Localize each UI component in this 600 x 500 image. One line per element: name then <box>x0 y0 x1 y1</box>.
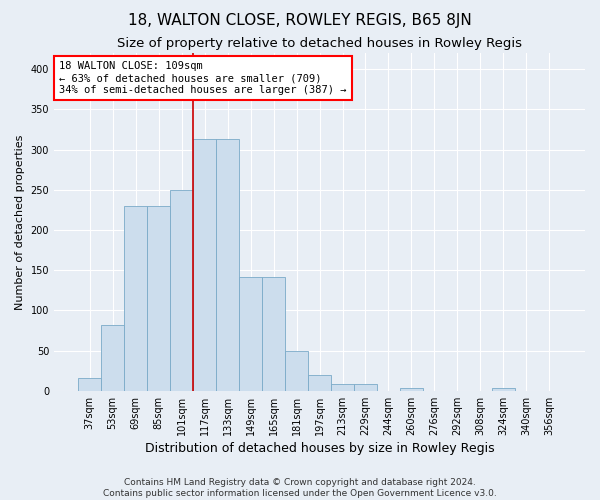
Bar <box>308 374 331 391</box>
Y-axis label: Number of detached properties: Number of detached properties <box>15 134 25 310</box>
Text: Contains HM Land Registry data © Crown copyright and database right 2024.
Contai: Contains HM Land Registry data © Crown c… <box>103 478 497 498</box>
Text: 18 WALTON CLOSE: 109sqm
← 63% of detached houses are smaller (709)
34% of semi-d: 18 WALTON CLOSE: 109sqm ← 63% of detache… <box>59 62 347 94</box>
Bar <box>124 206 147 391</box>
Bar <box>78 378 101 391</box>
Bar <box>193 139 216 391</box>
Bar <box>170 190 193 391</box>
Bar <box>354 384 377 391</box>
Text: 18, WALTON CLOSE, ROWLEY REGIS, B65 8JN: 18, WALTON CLOSE, ROWLEY REGIS, B65 8JN <box>128 12 472 28</box>
Bar <box>492 388 515 391</box>
Bar <box>239 276 262 391</box>
Bar <box>331 384 354 391</box>
Title: Size of property relative to detached houses in Rowley Regis: Size of property relative to detached ho… <box>117 38 522 51</box>
Bar <box>101 325 124 391</box>
X-axis label: Distribution of detached houses by size in Rowley Regis: Distribution of detached houses by size … <box>145 442 494 455</box>
Bar <box>262 276 285 391</box>
Bar <box>216 139 239 391</box>
Bar <box>400 388 423 391</box>
Bar <box>147 206 170 391</box>
Bar <box>285 350 308 391</box>
